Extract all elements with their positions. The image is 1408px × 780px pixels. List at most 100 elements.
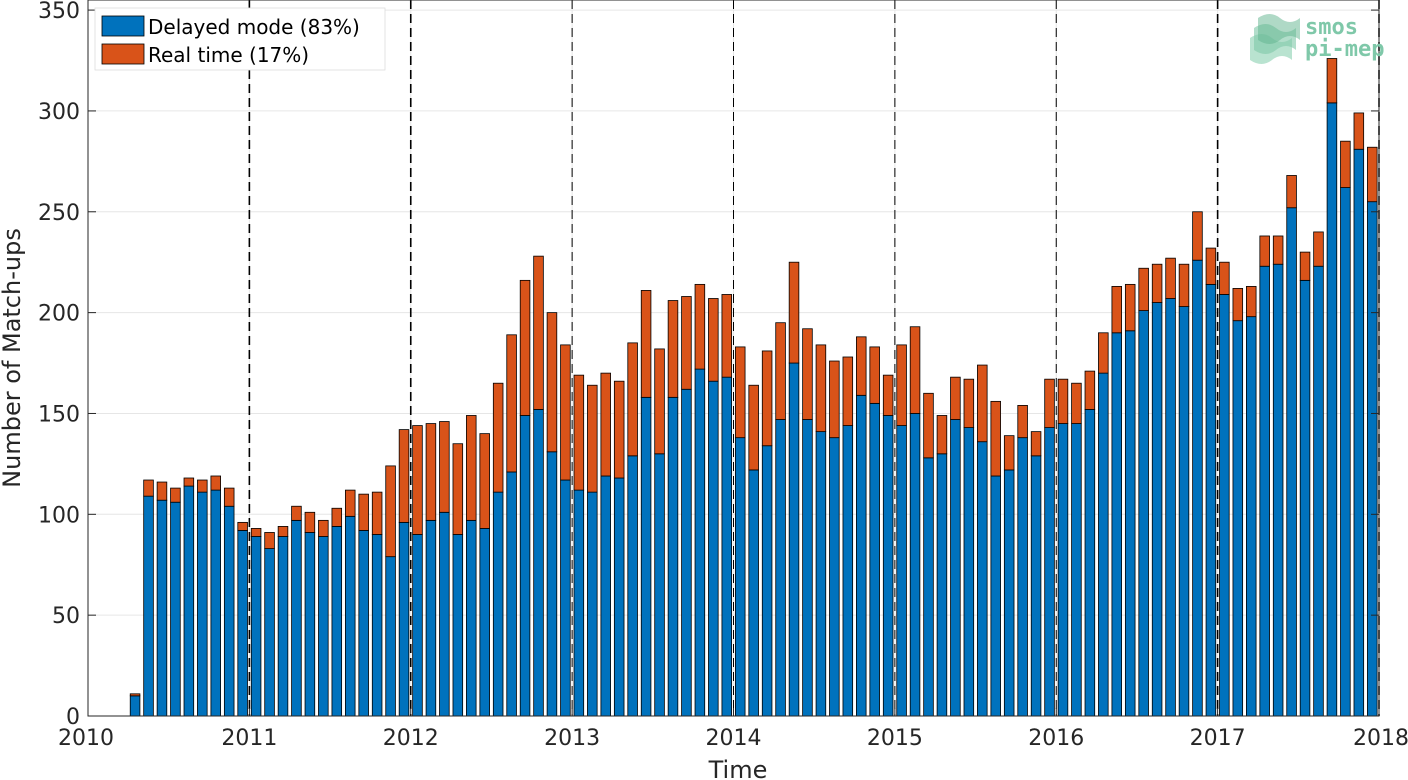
bar-realtime <box>385 465 396 558</box>
bar-delayed <box>466 519 477 717</box>
legend-swatch-realtime <box>101 43 145 65</box>
bar-delayed <box>1205 283 1217 717</box>
bar-realtime <box>681 296 692 390</box>
bar-realtime <box>936 415 948 455</box>
bar-realtime <box>398 429 410 523</box>
bar-realtime <box>829 360 840 439</box>
bar-delayed <box>546 451 558 717</box>
bar-realtime <box>1178 263 1190 307</box>
bar-realtime <box>452 443 464 535</box>
bar-realtime <box>156 481 168 501</box>
bar-realtime <box>654 348 665 455</box>
bar-delayed <box>1057 423 1069 717</box>
bar-realtime <box>1326 58 1338 104</box>
bar-delayed <box>600 475 611 717</box>
bar-delayed <box>573 489 585 717</box>
bar-realtime <box>761 350 773 447</box>
bar-delayed <box>842 425 854 717</box>
bar-delayed <box>304 532 316 717</box>
bar-delayed <box>815 431 827 717</box>
bar-realtime <box>1003 435 1015 471</box>
bar-realtime <box>909 326 921 414</box>
bar-delayed <box>802 419 813 717</box>
bar-delayed <box>950 419 961 717</box>
bar-realtime <box>963 378 975 428</box>
x-tick-label: 2018 <box>1353 726 1408 751</box>
bar-delayed <box>681 388 692 717</box>
bar-delayed <box>129 695 141 717</box>
bar-delayed <box>856 394 867 717</box>
legend-label-delayed: Delayed mode (83%) <box>148 15 360 39</box>
bar-realtime <box>1044 378 1055 428</box>
bar-delayed <box>237 530 248 717</box>
bar-realtime <box>587 384 598 493</box>
bar-delayed <box>1098 372 1109 717</box>
bar-delayed <box>963 427 975 717</box>
bar-realtime <box>304 511 316 533</box>
bar-realtime <box>197 479 208 493</box>
bar-realtime <box>600 372 611 477</box>
bar-realtime <box>264 532 275 549</box>
bar-delayed <box>479 528 490 717</box>
bar-delayed <box>734 437 746 717</box>
bar-delayed <box>1367 201 1378 717</box>
bar-realtime <box>869 346 880 404</box>
y-tick-label: 100 <box>38 503 80 528</box>
bar-realtime <box>1313 231 1324 267</box>
x-tick-label: 2016 <box>1028 726 1084 751</box>
bar-delayed <box>829 437 840 717</box>
bar-delayed <box>425 519 437 717</box>
bar-delayed <box>277 536 289 717</box>
bar-delayed <box>1219 294 1230 717</box>
bar-realtime <box>1165 257 1176 299</box>
bar-realtime <box>533 255 544 410</box>
bar-delayed <box>923 457 934 717</box>
year-separators <box>87 0 1380 716</box>
bar-delayed <box>1138 310 1149 717</box>
bar-realtime <box>1192 211 1203 261</box>
y-tick-label: 300 <box>38 100 80 125</box>
logo-wave-icon <box>1250 14 1300 64</box>
legend-swatch-delayed <box>101 15 145 37</box>
bar-realtime <box>129 693 141 697</box>
bar-delayed <box>1124 330 1136 717</box>
bar-delayed <box>358 530 369 717</box>
bar-realtime <box>748 384 759 471</box>
bar-delayed <box>748 469 759 717</box>
bar-realtime <box>1286 175 1297 209</box>
bar-delayed <box>788 362 800 717</box>
bar-realtime <box>237 521 248 531</box>
bar-delayed <box>721 376 733 717</box>
y-tick-label: 250 <box>38 201 80 226</box>
bar-delayed <box>761 445 773 717</box>
bar-delayed <box>318 536 329 717</box>
bar-delayed <box>264 548 275 717</box>
bar-realtime <box>667 300 679 398</box>
bar-realtime <box>990 400 1001 477</box>
bar-realtime <box>896 344 907 426</box>
bar-realtime <box>1340 140 1351 188</box>
bar-realtime <box>210 475 221 491</box>
x-tick-label: 2010 <box>58 726 114 751</box>
bar-realtime <box>882 374 894 416</box>
bar-delayed <box>412 534 423 717</box>
bar-delayed <box>371 534 383 717</box>
bar-delayed <box>1192 259 1203 717</box>
bar-delayed <box>439 511 450 717</box>
bar-realtime <box>1299 251 1311 281</box>
bar-delayed <box>1232 320 1244 717</box>
bar-delayed <box>170 501 181 717</box>
y-axis-title: Number of Match-ups <box>0 228 26 488</box>
bar-delayed <box>882 415 894 717</box>
bar-delayed <box>1084 409 1096 717</box>
bar-realtime <box>640 290 652 398</box>
bar-realtime <box>1259 235 1270 267</box>
y-tick-label: 150 <box>38 402 80 427</box>
bar-realtime <box>291 505 302 521</box>
bar-realtime <box>1098 332 1109 374</box>
bar-delayed <box>1299 279 1311 717</box>
bar-delayed <box>560 479 571 717</box>
smos-pimep-logo: smos pi-mep <box>1250 14 1384 64</box>
bar-realtime <box>802 328 813 420</box>
logo-line2: pi-mep <box>1305 37 1384 62</box>
